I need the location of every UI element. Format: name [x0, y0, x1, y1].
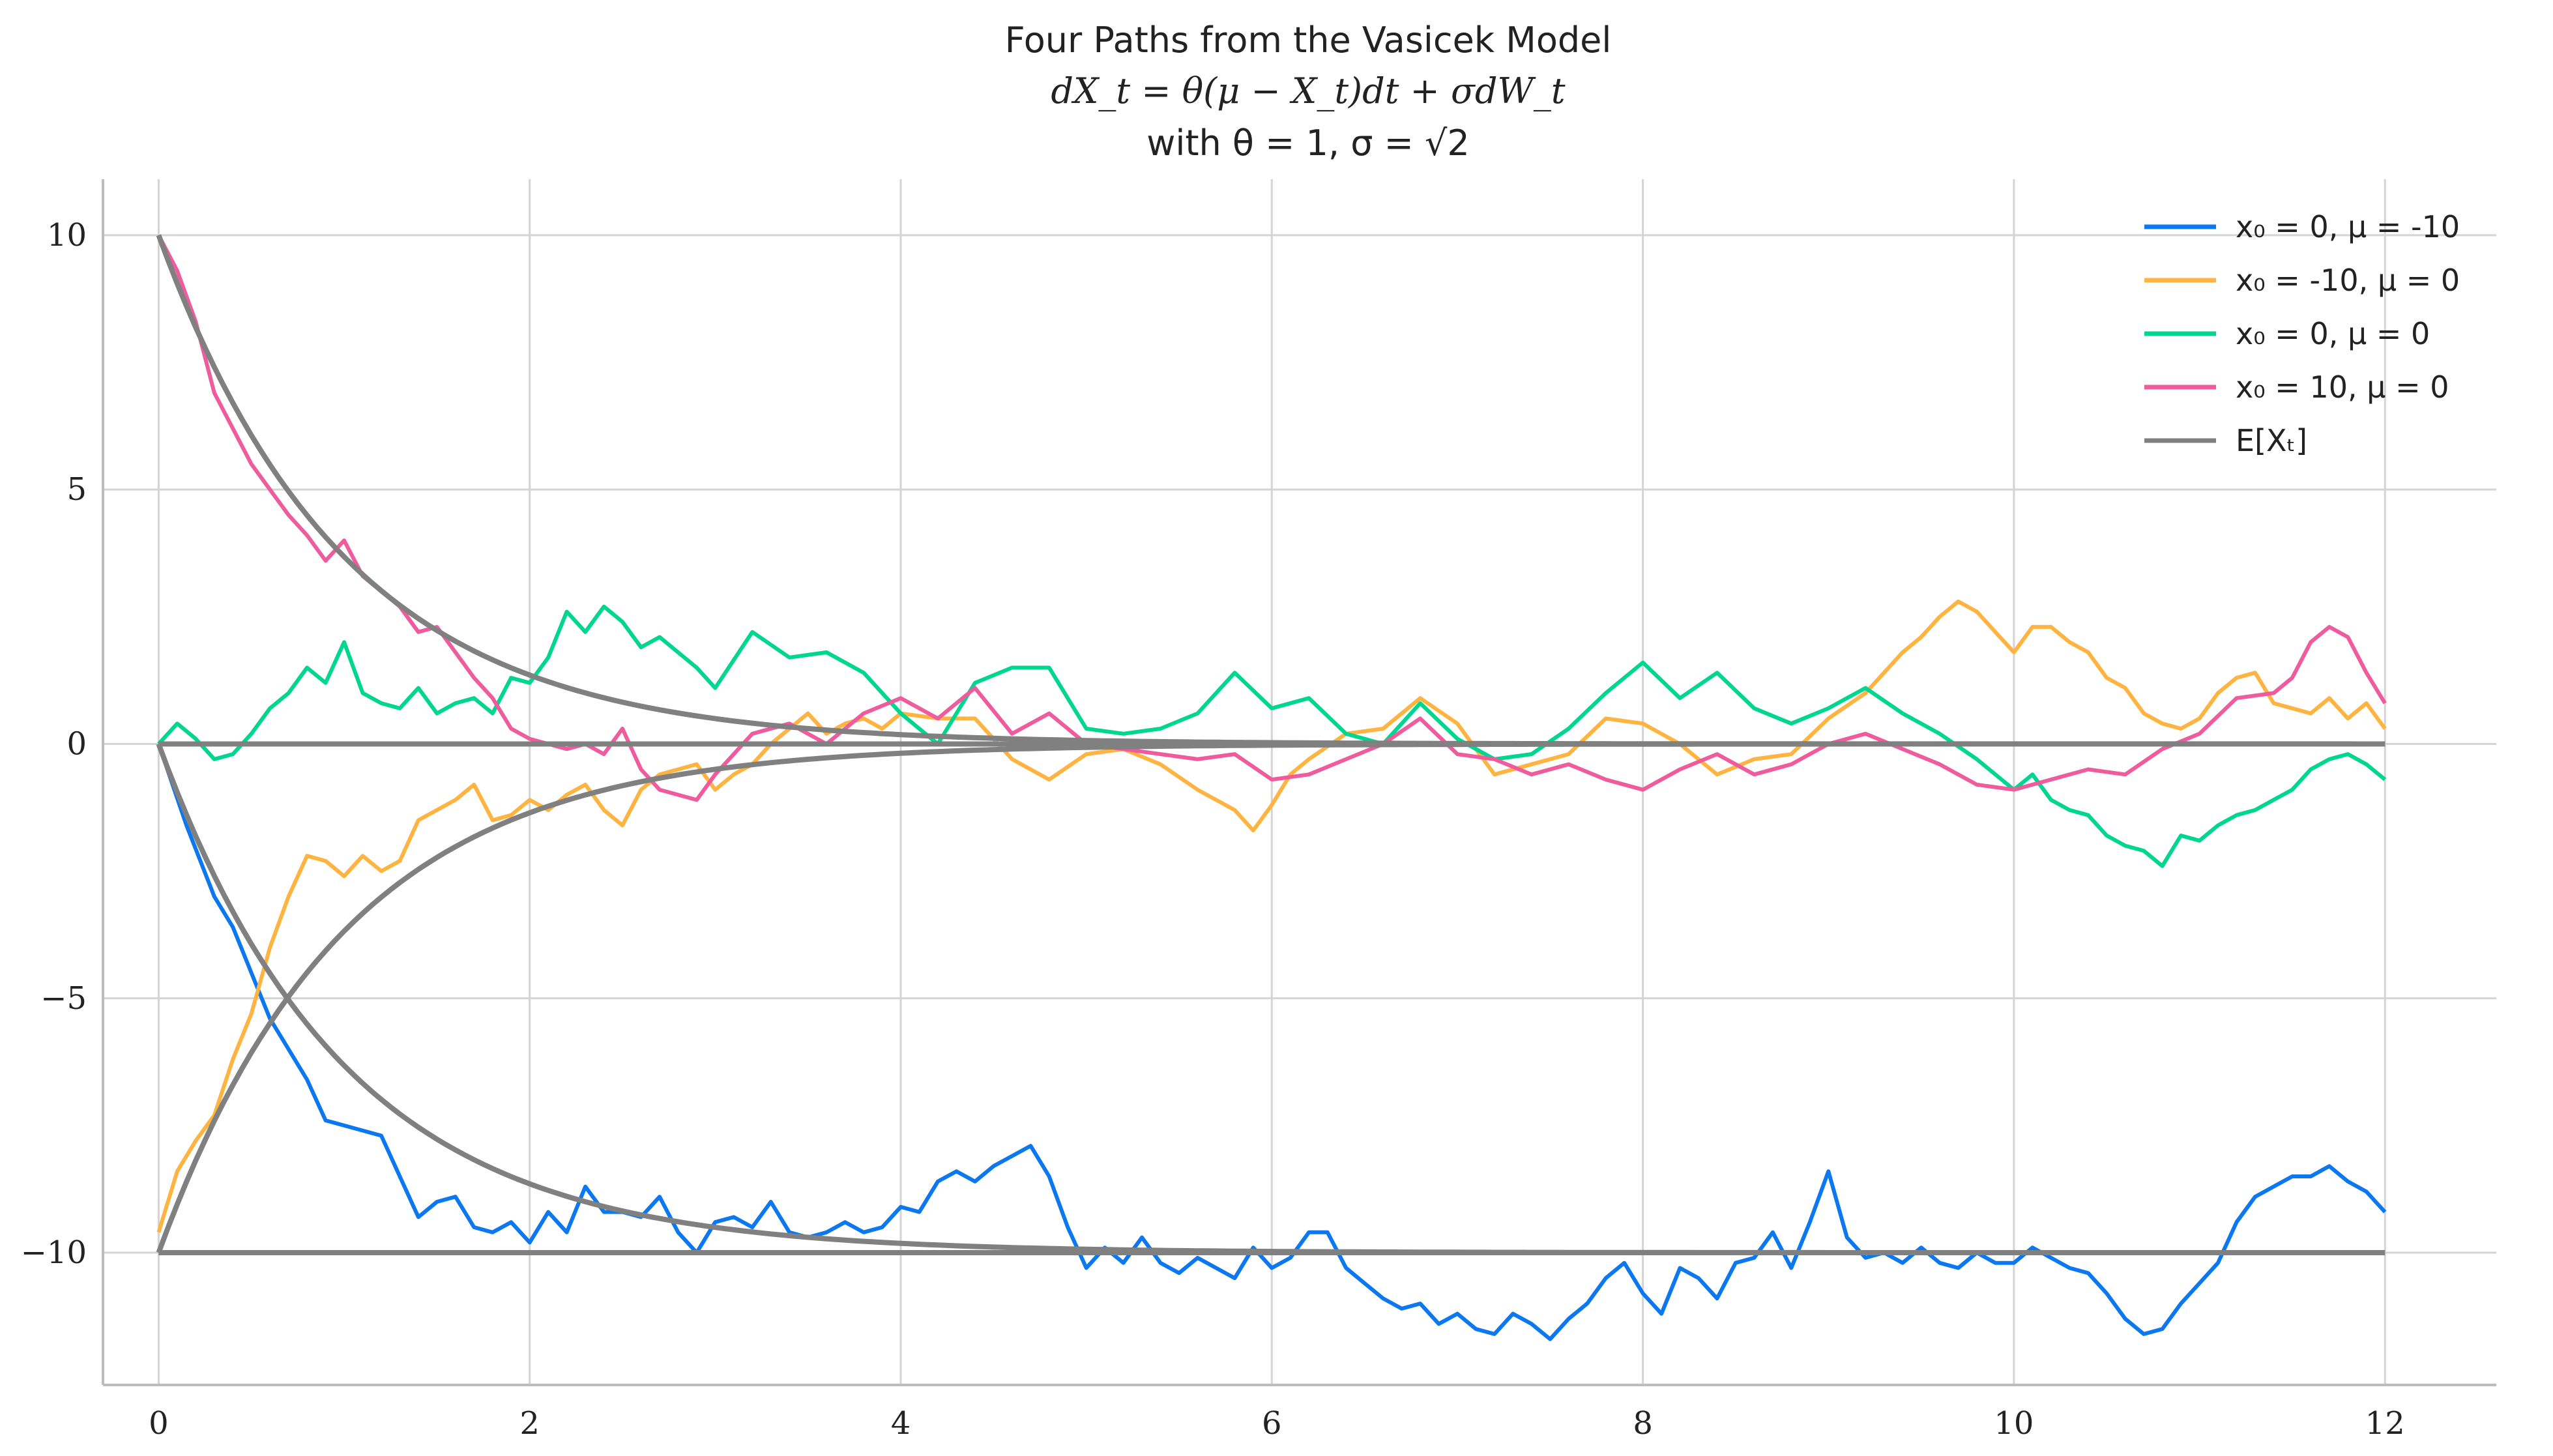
legend-label: x₀ = 10, μ = 0 [2236, 370, 2449, 405]
legend-label: x₀ = 0, μ = 0 [2236, 316, 2430, 351]
x-tick-label: 0 [149, 1405, 169, 1442]
tick-labels: 0 2 4 6 8 10 12 −10 −5 0 5 10 [21, 217, 2405, 1442]
legend-label: x₀ = 0, μ = -10 [2236, 209, 2460, 244]
x-tick-label: 10 [1994, 1405, 2034, 1442]
y-tick-label: 10 [47, 217, 87, 254]
x-tick-label: 8 [1633, 1405, 1653, 1442]
legend-label: E[Xₜ] [2236, 423, 2307, 458]
legend: x₀ = 0, μ = -10 x₀ = -10, μ = 0 x₀ = 0, μ … [2144, 209, 2460, 458]
chart-title: Four Paths from the Vasicek Model [1005, 20, 1612, 61]
sample-path-2 [156, 599, 2387, 1233]
axes [102, 179, 2496, 1386]
y-tick-label: 0 [66, 725, 87, 762]
y-tick-label: −10 [21, 1234, 87, 1271]
y-tick-label: −5 [40, 980, 87, 1017]
expected-value-curve [156, 234, 2385, 747]
chart-parameters: with θ = 1, σ = √2 [1146, 123, 1470, 164]
x-tick-label: 6 [1262, 1405, 1282, 1442]
sample-path-3 [157, 604, 2387, 868]
sample-path-1 [156, 743, 2387, 1341]
x-tick-label: 2 [519, 1405, 540, 1442]
y-tick-label: 5 [66, 471, 87, 508]
x-tick-label: 4 [891, 1405, 911, 1442]
legend-label: x₀ = -10, μ = 0 [2236, 263, 2460, 298]
series-group [156, 234, 2387, 1341]
x-tick-label: 12 [2365, 1405, 2405, 1442]
chart-equation: dX_t = θ(μ − X_t)dt + σdW_t [1051, 70, 1566, 111]
